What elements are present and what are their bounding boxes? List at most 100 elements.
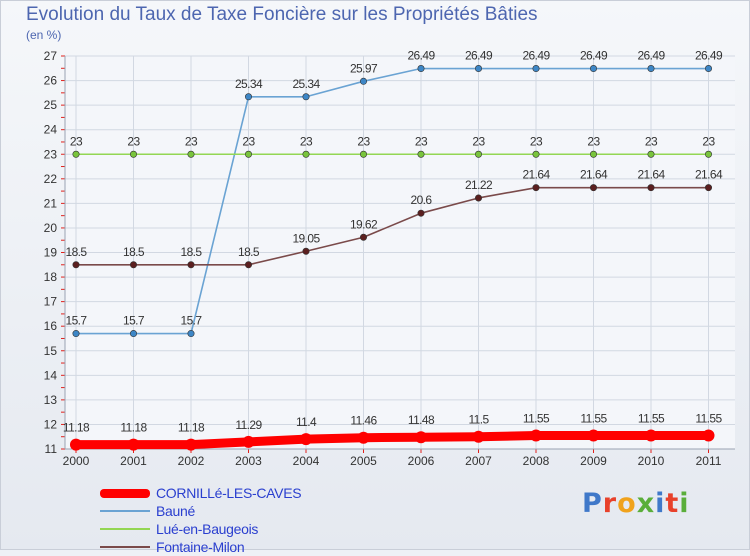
x-tick-label: 2003 <box>235 454 262 468</box>
data-point <box>704 65 712 73</box>
y-tick-label: 13 <box>44 393 58 407</box>
data-label: 18.5 <box>238 245 260 259</box>
data-point <box>647 65 655 73</box>
data-label: 21.64 <box>580 168 608 182</box>
data-label: 23 <box>530 134 543 148</box>
data-point <box>245 93 253 101</box>
data-label: 11.5 <box>468 413 489 427</box>
data-label: 26.49 <box>580 49 608 63</box>
data-point <box>187 150 195 158</box>
series-line-0 <box>75 67 710 335</box>
data-point <box>302 93 310 101</box>
y-tick-label: 16 <box>44 319 58 333</box>
data-label: 11.46 <box>350 414 377 428</box>
data-point <box>532 150 540 158</box>
data-point <box>702 429 715 442</box>
data-point <box>530 429 542 442</box>
logo-letter: x <box>636 488 656 519</box>
y-tick-label: 12 <box>44 417 58 431</box>
data-point <box>127 438 140 451</box>
data-label: 19.62 <box>350 217 378 231</box>
legend-label: Fontaine-Milon <box>156 539 245 555</box>
data-point <box>359 150 367 158</box>
y-tick-label: 17 <box>44 295 58 309</box>
legend-label: Lué-en-Baugeois <box>156 521 259 537</box>
data-point <box>474 150 482 158</box>
x-tick-label: 2010 <box>638 454 665 468</box>
data-point <box>587 429 600 442</box>
y-tick-label: 23 <box>44 147 58 161</box>
data-label: 11.29 <box>235 418 262 432</box>
data-point <box>589 65 597 73</box>
data-label: 11.18 <box>120 421 147 435</box>
y-tick-label: 19 <box>44 246 58 260</box>
chart-title: Evolution du Taux de Taxe Foncière sur l… <box>26 4 538 25</box>
data-label: 11.55 <box>580 411 607 425</box>
data-point <box>357 431 370 444</box>
data-point <box>417 150 425 158</box>
data-label: 23 <box>70 134 83 148</box>
y-tick-label: 27 <box>44 49 58 63</box>
legend-swatch <box>100 510 150 512</box>
data-label: 23 <box>702 134 715 148</box>
data-label: 26.49 <box>407 49 435 63</box>
x-tick-label: 2006 <box>408 454 435 468</box>
data-point <box>417 65 425 73</box>
data-label: 18.5 <box>123 245 145 259</box>
data-label: 26.49 <box>695 49 723 63</box>
x-tick-label: 2001 <box>120 454 147 468</box>
unit-label: (en %) <box>26 28 62 42</box>
x-tick-label: 2002 <box>178 454 205 468</box>
data-label: 21.64 <box>695 168 723 182</box>
data-label: 11.55 <box>695 411 722 425</box>
y-tick-label: 25 <box>44 98 58 112</box>
data-point <box>472 430 485 443</box>
data-label: 26.49 <box>465 49 493 63</box>
data-label: 23 <box>587 134 600 148</box>
legend-label: Bauné <box>156 503 195 519</box>
y-tick-label: 18 <box>44 270 58 284</box>
data-label: 26.49 <box>522 49 550 63</box>
y-tick-label: 11 <box>45 442 58 456</box>
data-point <box>417 209 425 217</box>
data-point <box>302 150 310 158</box>
data-label: 23 <box>300 134 313 148</box>
data-point <box>242 435 255 448</box>
data-point <box>185 438 197 451</box>
data-point <box>245 150 253 158</box>
legend-label: CORNILLé-LES-CAVES <box>156 485 302 501</box>
y-tick-label: 21 <box>44 196 58 210</box>
data-point <box>532 65 540 73</box>
data-label: 25.97 <box>350 61 378 75</box>
data-label: 26.49 <box>637 49 665 63</box>
series-line-3 <box>71 430 713 450</box>
data-label: 18.5 <box>181 245 203 259</box>
data-point <box>359 233 367 241</box>
data-point <box>302 247 310 255</box>
logo-letter: P <box>582 488 603 519</box>
logo-letter: i <box>655 488 666 519</box>
logo-letter: t <box>665 488 680 519</box>
data-point <box>300 433 312 446</box>
data-point <box>70 438 82 451</box>
data-point <box>474 194 482 202</box>
data-label: 21.64 <box>522 168 550 182</box>
data-point <box>589 184 597 192</box>
data-point <box>359 77 367 85</box>
data-point <box>474 65 482 73</box>
data-label: 23 <box>127 134 140 148</box>
data-label: 15.7 <box>66 314 88 328</box>
data-label: 20.6 <box>411 193 433 207</box>
data-point <box>415 431 427 444</box>
legend-swatch <box>100 546 150 548</box>
data-label: 21.22 <box>465 178 493 192</box>
x-tick-label: 2008 <box>523 454 550 468</box>
data-label: 23 <box>415 134 428 148</box>
data-point <box>72 330 80 338</box>
data-label: 23 <box>185 134 198 148</box>
data-point <box>645 429 657 442</box>
y-tick-label: 14 <box>44 368 58 382</box>
logo-letter: o <box>617 488 637 519</box>
legend-swatch <box>100 488 150 498</box>
